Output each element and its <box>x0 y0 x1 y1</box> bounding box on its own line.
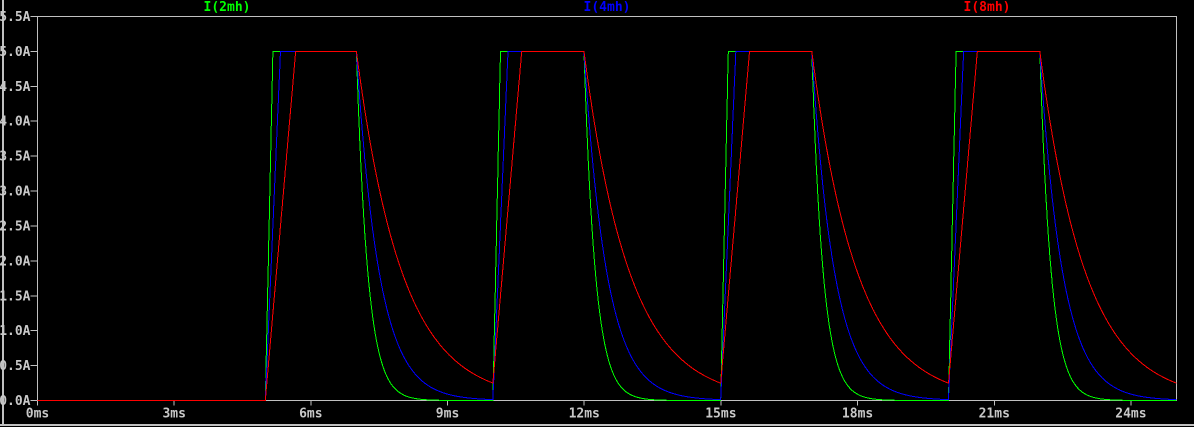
x-tick-label: 21ms <box>979 407 1010 422</box>
y-tick-label: 3.0A <box>0 185 31 200</box>
y-tick-label: 5.5A <box>0 10 31 25</box>
y-tick-label: 0.5A <box>0 359 31 374</box>
trace-i4mh <box>37 50 1177 401</box>
x-tick-label: 0ms <box>26 407 49 422</box>
y-tick-label: 0.0A <box>0 394 31 409</box>
window-bottom-border <box>0 424 1194 426</box>
x-tick-label: 12ms <box>569 407 600 422</box>
y-tick-label: 3.5A <box>0 150 31 165</box>
plot-legend: I(2mh) I(4mh) I(8mh) <box>0 0 1194 16</box>
x-tick-label: 3ms <box>162 407 185 422</box>
legend-item-i-8mh[interactable]: I(8mh) <box>963 0 1011 15</box>
trace-i8mh <box>37 50 1177 401</box>
y-tick-label: 4.5A <box>0 80 31 95</box>
y-tick-label: 5.0A <box>0 45 31 60</box>
x-tick-label: 6ms <box>299 407 322 422</box>
x-tick-label: 15ms <box>705 407 736 422</box>
window-left-border <box>2 0 4 424</box>
legend-item-i-2mh[interactable]: I(2mh) <box>203 0 251 15</box>
y-tick-label: 2.5A <box>0 219 31 234</box>
legend-item-i-4mh[interactable]: I(4mh) <box>583 0 631 15</box>
trace-i2mh <box>37 50 1177 401</box>
x-tick-label: 9ms <box>436 407 459 422</box>
x-tick-label: 24ms <box>1115 407 1146 422</box>
plot-frame <box>37 16 1177 401</box>
y-tick-label: 2.0A <box>0 254 31 269</box>
y-tick-label: 1.0A <box>0 324 31 339</box>
x-tick-label: 18ms <box>842 407 873 422</box>
y-tick-label: 4.0A <box>0 115 31 130</box>
y-tick-label: 1.5A <box>0 289 31 304</box>
